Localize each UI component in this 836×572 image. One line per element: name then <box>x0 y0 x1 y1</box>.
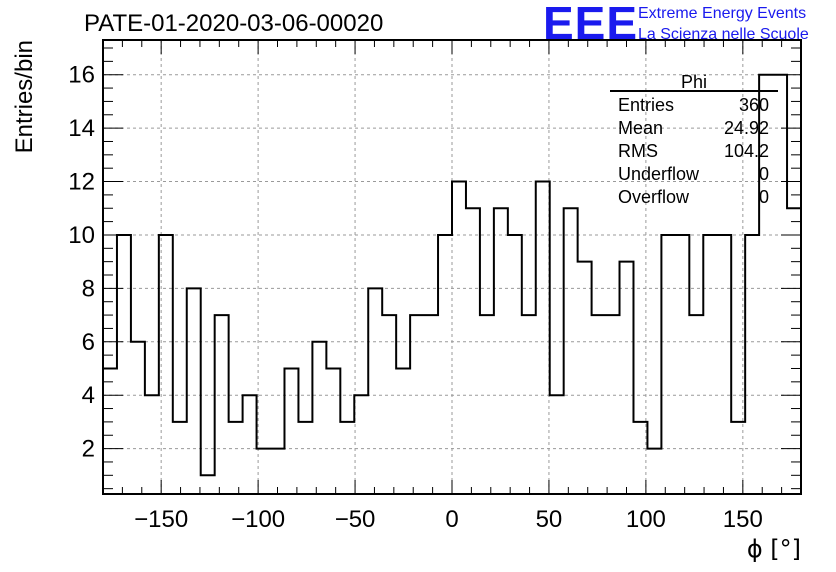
histogram-bin <box>717 235 731 494</box>
stats-value: 24.92 <box>724 118 769 138</box>
x-tick-label: −50 <box>335 506 376 533</box>
histogram-bin <box>494 208 508 494</box>
histogram-bin <box>201 475 215 494</box>
y-tick-label: 6 <box>82 329 95 356</box>
x-tick-label: 100 <box>626 506 666 533</box>
histogram-bin <box>438 235 452 494</box>
histogram-bin <box>536 182 550 494</box>
histogram-bin <box>550 395 564 494</box>
histogram-bin <box>284 368 298 494</box>
stats-label: Entries <box>618 95 674 115</box>
x-tick-label: 50 <box>536 506 563 533</box>
x-tick-label: −100 <box>231 506 285 533</box>
histogram-bin <box>187 288 201 494</box>
x-tick-label: −150 <box>134 506 188 533</box>
x-tick-label: 150 <box>723 506 763 533</box>
y-tick-label: 10 <box>68 222 95 249</box>
histogram-bin <box>117 235 131 494</box>
histogram-bin <box>745 235 759 494</box>
y-tick-label: 4 <box>82 382 95 409</box>
histogram-bin <box>620 262 634 494</box>
histogram-bin <box>578 262 592 494</box>
histogram-bin <box>661 235 675 494</box>
histogram-bin <box>257 449 271 494</box>
eee-logo: EEE Extreme Energy Events La Scienza nel… <box>543 0 833 49</box>
stats-label: Overflow <box>618 187 690 207</box>
stats-label: Underflow <box>618 164 700 184</box>
histogram-bin <box>326 368 340 494</box>
logo-line-2: La Scienza nelle Scuole <box>638 26 809 43</box>
stats-title: Phi <box>681 72 707 92</box>
logo-line-1: Extreme Energy Events <box>638 5 807 22</box>
x-axis-title: ϕ [°] <box>747 535 801 563</box>
histogram-outline <box>103 73 801 477</box>
histogram-bin <box>675 235 689 494</box>
y-axis-title: Entries/bin <box>11 40 38 153</box>
histogram-bin <box>633 422 647 494</box>
histogram-bin <box>564 208 578 494</box>
histogram-bin <box>243 395 257 494</box>
histogram-bin <box>508 235 522 494</box>
histogram-bin <box>312 342 326 494</box>
stats-label: RMS <box>618 141 658 161</box>
y-tick-label: 2 <box>82 436 95 463</box>
histogram-bin <box>647 449 661 494</box>
stats-rows: Entries 360 Mean 24.92 RMS 104.2 Underflow 0 Ove… <box>618 95 769 207</box>
y-tick-label: 12 <box>68 169 95 196</box>
axis-ticks <box>103 40 801 494</box>
y-tick-label: 14 <box>68 115 95 142</box>
histogram-bin <box>354 395 368 494</box>
stats-value: 104.2 <box>724 141 769 161</box>
histogram-bin <box>131 342 145 494</box>
stats-value: 0 <box>759 164 769 184</box>
histogram-bin <box>787 208 801 494</box>
histogram-bin <box>215 315 229 494</box>
histogram-bin <box>298 422 312 494</box>
histogram-bin <box>452 182 466 494</box>
y-tick-label: 8 <box>82 275 95 302</box>
histogram-bin <box>396 368 410 494</box>
histogram-bin <box>340 422 354 494</box>
logo-mark: EEE <box>543 0 639 49</box>
stats-value: 360 <box>739 95 769 115</box>
stats-label: Mean <box>618 118 663 138</box>
stats-value: 0 <box>759 187 769 207</box>
histogram-bin <box>703 235 717 494</box>
tick-labels: −150 −100 −50 0 50 100 150 2 4 6 8 10 12 14 16 <box>68 62 763 533</box>
histogram-bin <box>368 288 382 494</box>
histogram-bin <box>773 75 787 494</box>
stats-box: Phi Entries 360 Mean 24.92 RMS 104.2 Underflow… <box>610 72 778 207</box>
histogram-bin <box>229 422 243 494</box>
histogram-bars <box>103 73 801 494</box>
grid-lines <box>103 40 801 494</box>
run-title: PATE-01-2020-03-06-00020 <box>84 10 384 37</box>
histogram-bin <box>466 208 480 494</box>
y-tick-label: 16 <box>68 62 95 89</box>
histogram-bin <box>145 395 159 494</box>
x-tick-label: 0 <box>445 506 458 533</box>
histogram-bin <box>173 422 187 494</box>
histogram-bin <box>382 315 396 494</box>
